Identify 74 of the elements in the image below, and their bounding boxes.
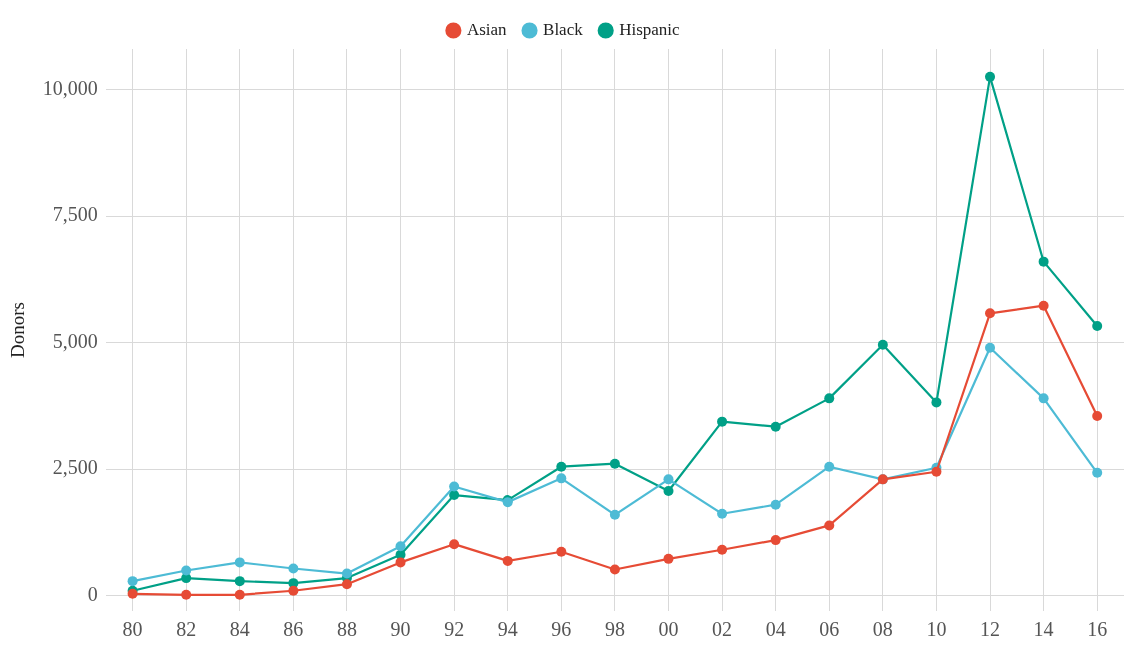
- legend-label: Asian: [466, 19, 508, 39]
- point: [1038, 393, 1049, 404]
- x-tick-label: 88: [336, 618, 357, 641]
- x-tick-label: 04: [765, 618, 786, 641]
- x-tick-label: 90: [390, 618, 411, 641]
- x-tick-label: 00: [658, 618, 679, 641]
- x-tick-label: 02: [712, 618, 733, 641]
- point: [1092, 411, 1103, 422]
- x-tick-label: 12: [980, 618, 1001, 641]
- point: [449, 539, 460, 550]
- point: [931, 466, 942, 477]
- point: [288, 585, 299, 596]
- point: [1038, 256, 1049, 267]
- point: [609, 509, 620, 520]
- x-tick-label: 80: [122, 618, 143, 641]
- y-tick-label: 2,500: [52, 456, 98, 479]
- point: [770, 499, 781, 510]
- point: [449, 481, 460, 492]
- point: [717, 508, 728, 519]
- y-tick-label: 0: [87, 583, 98, 606]
- y-tick-label: 5,000: [52, 329, 98, 352]
- point: [1092, 467, 1103, 478]
- point: [877, 339, 888, 350]
- point: [717, 416, 728, 427]
- point: [181, 565, 192, 576]
- legend-label: Black: [543, 19, 584, 39]
- x-tick-label: 16: [1087, 618, 1108, 641]
- x-tick-label: 86: [283, 618, 304, 641]
- x-tick-label: 84: [229, 618, 250, 641]
- point: [663, 474, 674, 485]
- point: [609, 564, 620, 575]
- point: [127, 576, 138, 587]
- point: [824, 393, 835, 404]
- point: [288, 563, 299, 574]
- point: [770, 421, 781, 432]
- point: [341, 579, 352, 590]
- point: [985, 342, 996, 353]
- x-tick-label: 92: [444, 618, 465, 641]
- x-tick-label: 94: [497, 618, 518, 641]
- point: [931, 397, 942, 408]
- point: [556, 546, 567, 557]
- point: [449, 490, 460, 501]
- y-axis-title: Donors: [7, 302, 29, 358]
- x-tick-label: 08: [872, 618, 893, 641]
- point: [717, 544, 728, 555]
- point: [985, 71, 996, 82]
- point: [556, 473, 567, 484]
- x-tick-label: 82: [176, 618, 197, 641]
- point: [1038, 300, 1049, 311]
- point: [234, 576, 245, 587]
- point: [341, 568, 352, 579]
- legend-label: Hispanic: [619, 19, 681, 39]
- point: [234, 589, 245, 600]
- point: [1092, 320, 1103, 331]
- point: [395, 541, 406, 552]
- point: [770, 535, 781, 546]
- point: [824, 520, 835, 531]
- point: [985, 308, 996, 319]
- point: [824, 461, 835, 472]
- y-tick-label: 10,000: [42, 76, 98, 99]
- point: [663, 553, 674, 564]
- point: [663, 486, 674, 497]
- point: [234, 557, 245, 568]
- y-tick-label: 7,500: [52, 203, 98, 226]
- x-tick-label: 98: [604, 618, 625, 641]
- x-tick-label: 10: [926, 618, 947, 641]
- point: [502, 555, 513, 566]
- x-tick-label: 06: [819, 618, 840, 641]
- point: [181, 589, 192, 600]
- point: [395, 557, 406, 568]
- point: [556, 461, 567, 472]
- x-tick-label: 96: [551, 618, 572, 641]
- point: [609, 458, 620, 469]
- x-tick-label: 14: [1033, 618, 1054, 641]
